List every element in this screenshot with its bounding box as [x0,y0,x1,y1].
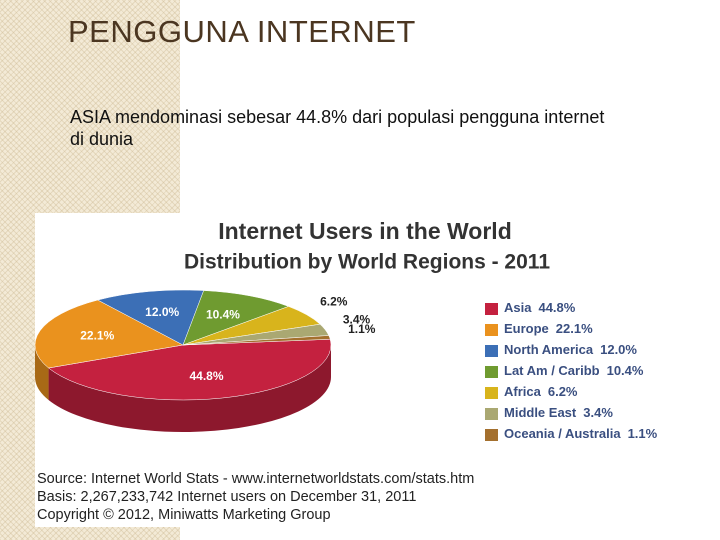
legend-name: Oceania / Australia [504,426,621,441]
chart-subtitle: Distribution by World Regions - 2011 [184,251,550,274]
legend-swatch [485,345,498,357]
legend-entry: Oceania / Australia 1.1% [504,426,658,441]
legend-value: 44.8% [538,300,575,315]
pie-slice [97,289,205,346]
pie-slice [182,335,331,346]
legend-swatch [485,324,498,336]
slice-side [35,345,49,401]
legend-value: 12.0% [600,342,637,357]
legend-entry: Middle East 3.4% [504,405,613,420]
legend-name: Africa [504,384,542,399]
data-label: 6.2% [320,294,348,308]
legend-entry: Lat Am / Caribb 10.4% [504,363,644,378]
legend-value: 22.1% [556,321,593,336]
legend-name: Middle East [504,405,577,420]
legend-swatch [485,408,498,420]
chart-note: Source: Internet World Stats - www.inter… [37,471,474,487]
data-label: 22.1% [80,329,114,343]
chart-note: Copyright © 2012, Miniwatts Marketing Gr… [37,507,331,523]
legend-swatch [485,429,498,441]
pie-slice [34,299,184,369]
legend-entry: North America 12.0% [504,342,637,357]
legend-name: Lat Am / Caribb [504,363,600,378]
legend-entry: Africa 6.2% [504,384,578,399]
legend-name: North America [504,342,594,357]
legend-value: 6.2% [548,384,578,399]
legend-name: Asia [504,300,532,315]
pie-slice [47,338,332,401]
data-label: 1.1% [348,322,376,336]
legend-name: Europe [504,321,549,336]
data-label: 3.4% [343,313,371,327]
slice-side [48,345,332,432]
pie-slice [182,290,290,346]
legend-swatch [485,387,498,399]
chart-title: Internet Users in the World [218,218,512,244]
slide-body: ASIA mendominasi sebesar 44.8% dari popu… [70,107,605,149]
legend-value: 10.4% [607,363,644,378]
slide-title: PENGGUNA INTERNET [68,14,416,49]
chart-note: Basis: 2,267,233,742 Internet users on D… [37,489,416,505]
data-label: 44.8% [190,369,224,383]
legend-value: 1.1% [628,426,658,441]
data-label: 12.0% [145,305,179,319]
legend-entry: Asia 44.8% [504,300,576,315]
legend-swatch [485,366,498,378]
legend-swatch [485,303,498,315]
legend-value: 3.4% [583,405,613,420]
data-label: 10.4% [206,308,240,322]
legend-entry: Europe 22.1% [504,321,593,336]
